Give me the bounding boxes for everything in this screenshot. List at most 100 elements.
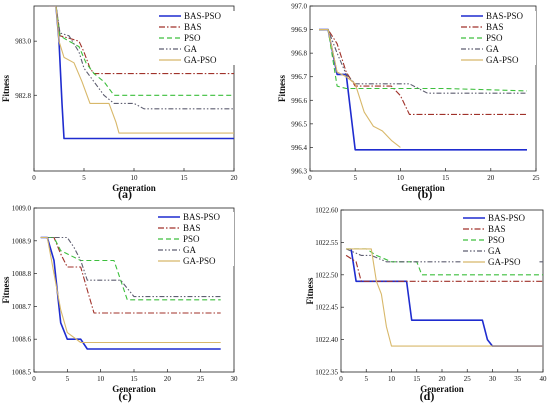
- x-tick-label: 10: [97, 375, 105, 383]
- series-group: [40, 236, 221, 350]
- legend-label-bas: BAS: [183, 223, 201, 233]
- series-line-pso: [40, 236, 221, 301]
- x-tick-label: 40: [540, 375, 548, 383]
- x-tick-label: 15: [442, 174, 450, 182]
- y-axis-label: Fitness: [1, 75, 11, 102]
- y-tick-label: 1022.50: [315, 271, 338, 279]
- y-tick-label: 1008.7: [12, 303, 32, 311]
- series-line-ga-pso: [346, 248, 543, 347]
- panel-label: (b): [418, 187, 433, 201]
- y-tick-label: 996.3: [291, 168, 307, 176]
- legend-label-pso: PSO: [184, 33, 201, 43]
- x-tick-label: 0: [32, 174, 36, 182]
- legend-label-pso: PSO: [183, 234, 200, 244]
- y-tick-label: 996.7: [291, 73, 307, 81]
- chart-panel-a: 0 5 10 15 20 983.0 982.8 Generation Fitness BAS-P…: [1, 5, 239, 201]
- chart-panel-b: 0 5 10 15 20 25 996.3 996.4 996.5 996.6 996.7 996.8…: [277, 3, 540, 202]
- legend-label-ga-pso: GA-PSO: [486, 55, 519, 65]
- series-line-ga: [319, 29, 527, 94]
- y-tick-label: 996.8: [291, 50, 307, 58]
- legend-label-bas-pso: BAS-PSO: [486, 11, 524, 21]
- x-tick-label: 5: [82, 174, 86, 182]
- x-tick-label: 20: [231, 174, 239, 182]
- x-tick-label: 20: [487, 174, 495, 182]
- panel-label: (a): [118, 187, 132, 201]
- y-axis-label: Fitness: [305, 277, 315, 304]
- y-tick-label: 1022.55: [315, 239, 338, 247]
- legend-label-bas: BAS: [486, 22, 504, 32]
- legend-label-ga-pso: GA-PSO: [184, 55, 217, 65]
- x-tick-label: 25: [197, 375, 205, 383]
- x-tick-label: 20: [164, 375, 172, 383]
- x-tick-label: 0: [32, 375, 36, 383]
- plot-frame: [309, 5, 537, 172]
- y-tick-label: 997.0: [291, 3, 307, 11]
- series-line-bas: [345, 254, 543, 282]
- x-tick-label: 5: [365, 375, 369, 383]
- panel-label: (d): [420, 389, 435, 403]
- y-tick-label: 982.8: [15, 92, 31, 100]
- legend-label-ga: GA: [183, 245, 196, 255]
- y-tick-label: 996.5: [291, 120, 307, 128]
- x-axis-label: Generation: [420, 384, 464, 394]
- y-tick-label: 996.6: [291, 97, 307, 105]
- x-tick-label: 30: [231, 375, 239, 383]
- y-tick-label: 1022.45: [315, 304, 338, 312]
- chart-panel-d: 0 5 10 15 20 25 30 35 40 1022.35 1022.40 1022.45 102…: [305, 207, 547, 404]
- legend-label-ga: GA: [486, 44, 499, 54]
- x-tick-label: 35: [514, 375, 522, 383]
- series-group: [49, 6, 234, 140]
- series-line-ga: [345, 248, 543, 263]
- legend-label-pso: PSO: [488, 235, 505, 245]
- legend-label-bas-pso: BAS-PSO: [183, 212, 221, 222]
- x-tick-label: 0: [339, 375, 343, 383]
- series-line-ga-pso: [319, 29, 401, 148]
- x-tick-label: 5: [66, 375, 70, 383]
- x-tick-label: 10: [397, 174, 405, 182]
- legend-label-bas-pso: BAS-PSO: [488, 213, 526, 223]
- series-line-ga: [49, 6, 234, 110]
- x-tick-label: 30: [489, 375, 497, 383]
- x-tick-label: 15: [413, 375, 421, 383]
- legend-label-bas: BAS: [488, 224, 506, 234]
- legend-label-ga-pso: GA-PSO: [488, 257, 521, 267]
- x-axis-label: Generation: [112, 183, 156, 193]
- y-tick-label: 1008.9: [12, 237, 32, 245]
- y-tick-label: 1008.5: [12, 369, 32, 377]
- y-axis-label: Fitness: [277, 75, 287, 102]
- series-line-ga: [40, 236, 221, 298]
- series-line-bas-pso: [49, 6, 234, 140]
- x-tick-label: 0: [308, 174, 312, 182]
- y-tick-label: 1022.60: [315, 207, 338, 215]
- legend-label-bas: BAS: [184, 22, 202, 32]
- x-tick-label: 5: [353, 174, 357, 182]
- y-tick-label: 983.0: [15, 38, 31, 46]
- x-tick-label: 25: [464, 375, 472, 383]
- series-line-ga-pso: [49, 6, 234, 134]
- panel-label: (c): [118, 389, 131, 403]
- legend-label-bas-pso: BAS-PSO: [184, 11, 222, 21]
- x-tick-label: 10: [131, 174, 139, 182]
- legend-label-ga-pso: GA-PSO: [183, 256, 216, 266]
- y-tick-label: 996.4: [291, 144, 307, 152]
- x-axis-label: Generation: [112, 384, 156, 394]
- y-tick-label: 1022.35: [315, 369, 338, 377]
- y-tick-label: 1008.6: [12, 336, 32, 344]
- x-tick-label: 15: [181, 174, 189, 182]
- series-line-ga-pso: [40, 236, 221, 344]
- series-line-bas: [319, 29, 527, 115]
- series-group: [345, 248, 543, 347]
- legend-label-pso: PSO: [486, 33, 503, 43]
- y-axis-label: Fitness: [1, 276, 11, 303]
- x-tick-label: 20: [439, 375, 447, 383]
- y-tick-label: 1008.8: [12, 270, 32, 278]
- y-tick-label: 996.9: [291, 26, 307, 34]
- legend-label-ga: GA: [184, 44, 197, 54]
- series-group: [319, 28, 528, 151]
- legend-label-ga: GA: [488, 246, 501, 256]
